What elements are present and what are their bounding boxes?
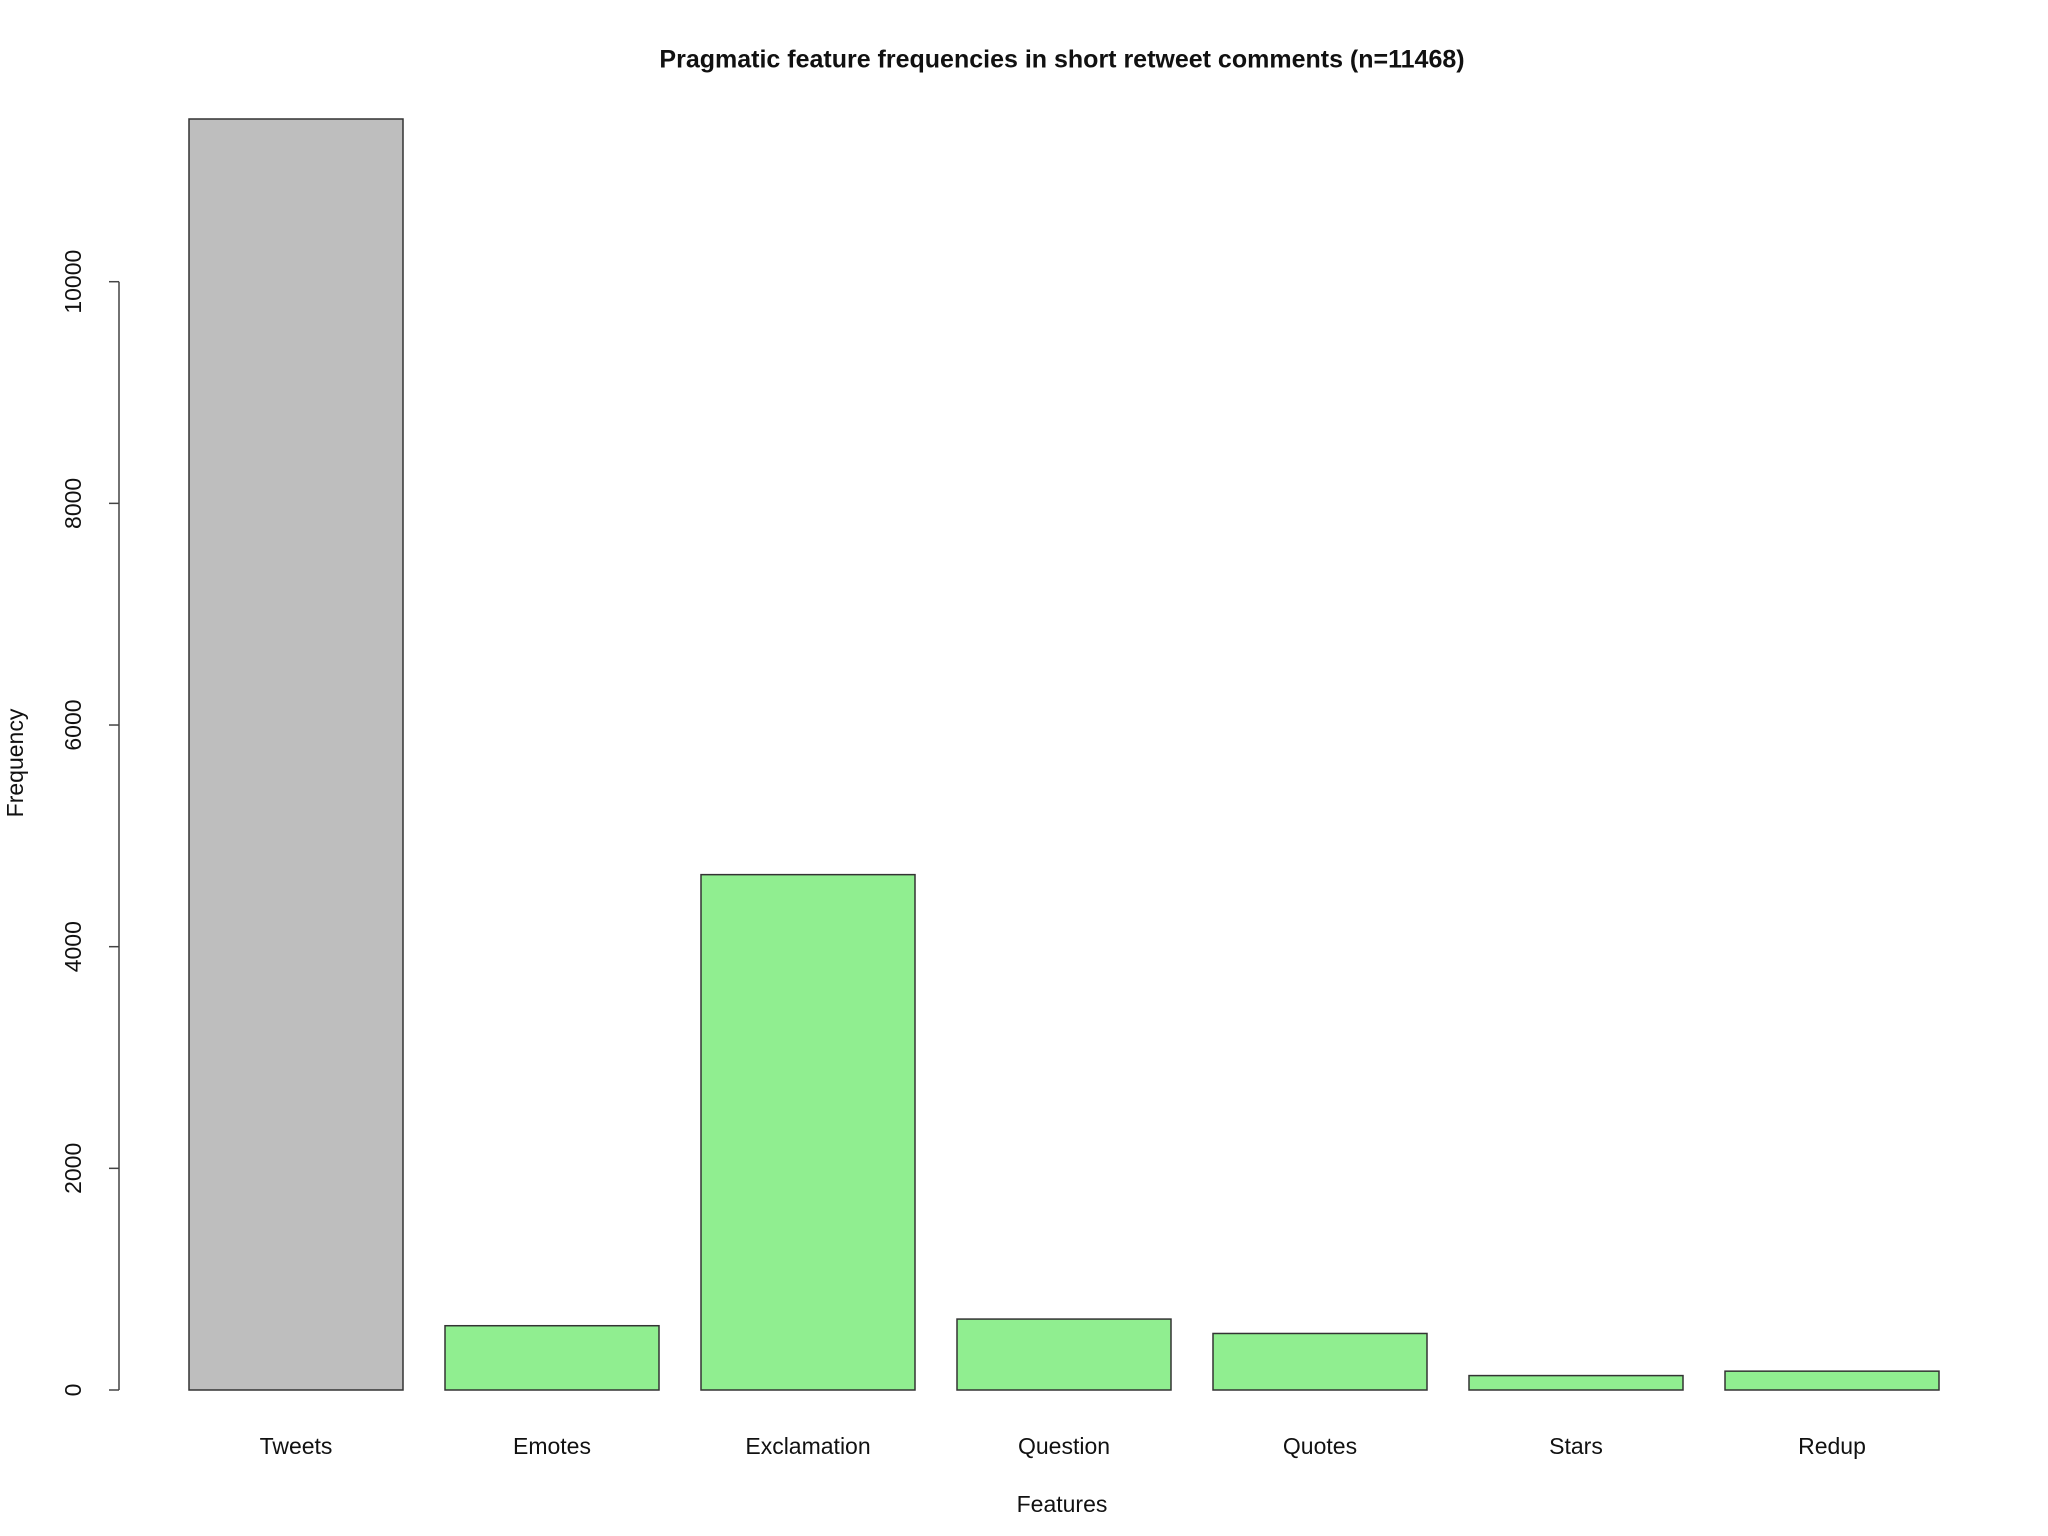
x-tick-label: Tweets xyxy=(260,1433,333,1459)
x-tick-label: Exclamation xyxy=(745,1433,870,1459)
bar xyxy=(188,118,404,1391)
bar xyxy=(700,873,916,1391)
x-tick-label: Stars xyxy=(1549,1433,1603,1459)
y-tick-label: 2000 xyxy=(60,1143,86,1194)
y-axis-label: Frequency xyxy=(2,708,28,817)
y-tick-label: 8000 xyxy=(60,478,86,529)
x-tick-label: Emotes xyxy=(513,1433,591,1459)
bar xyxy=(956,1318,1172,1391)
x-tick-label: Quotes xyxy=(1283,1433,1357,1459)
y-tick-label: 4000 xyxy=(60,921,86,972)
bar xyxy=(444,1324,660,1391)
y-tick-label: 0 xyxy=(60,1384,86,1397)
y-tick-label: 6000 xyxy=(60,699,86,750)
y-tick-label: 10000 xyxy=(60,250,86,314)
bar xyxy=(1212,1332,1428,1391)
x-tick-label: Redup xyxy=(1798,1433,1866,1459)
x-tick-label: Question xyxy=(1018,1433,1110,1459)
bar xyxy=(1724,1370,1940,1391)
chart-title: Pragmatic feature frequencies in short r… xyxy=(659,46,1464,74)
bar xyxy=(1468,1374,1684,1391)
x-axis-label: Features xyxy=(1017,1491,1108,1517)
